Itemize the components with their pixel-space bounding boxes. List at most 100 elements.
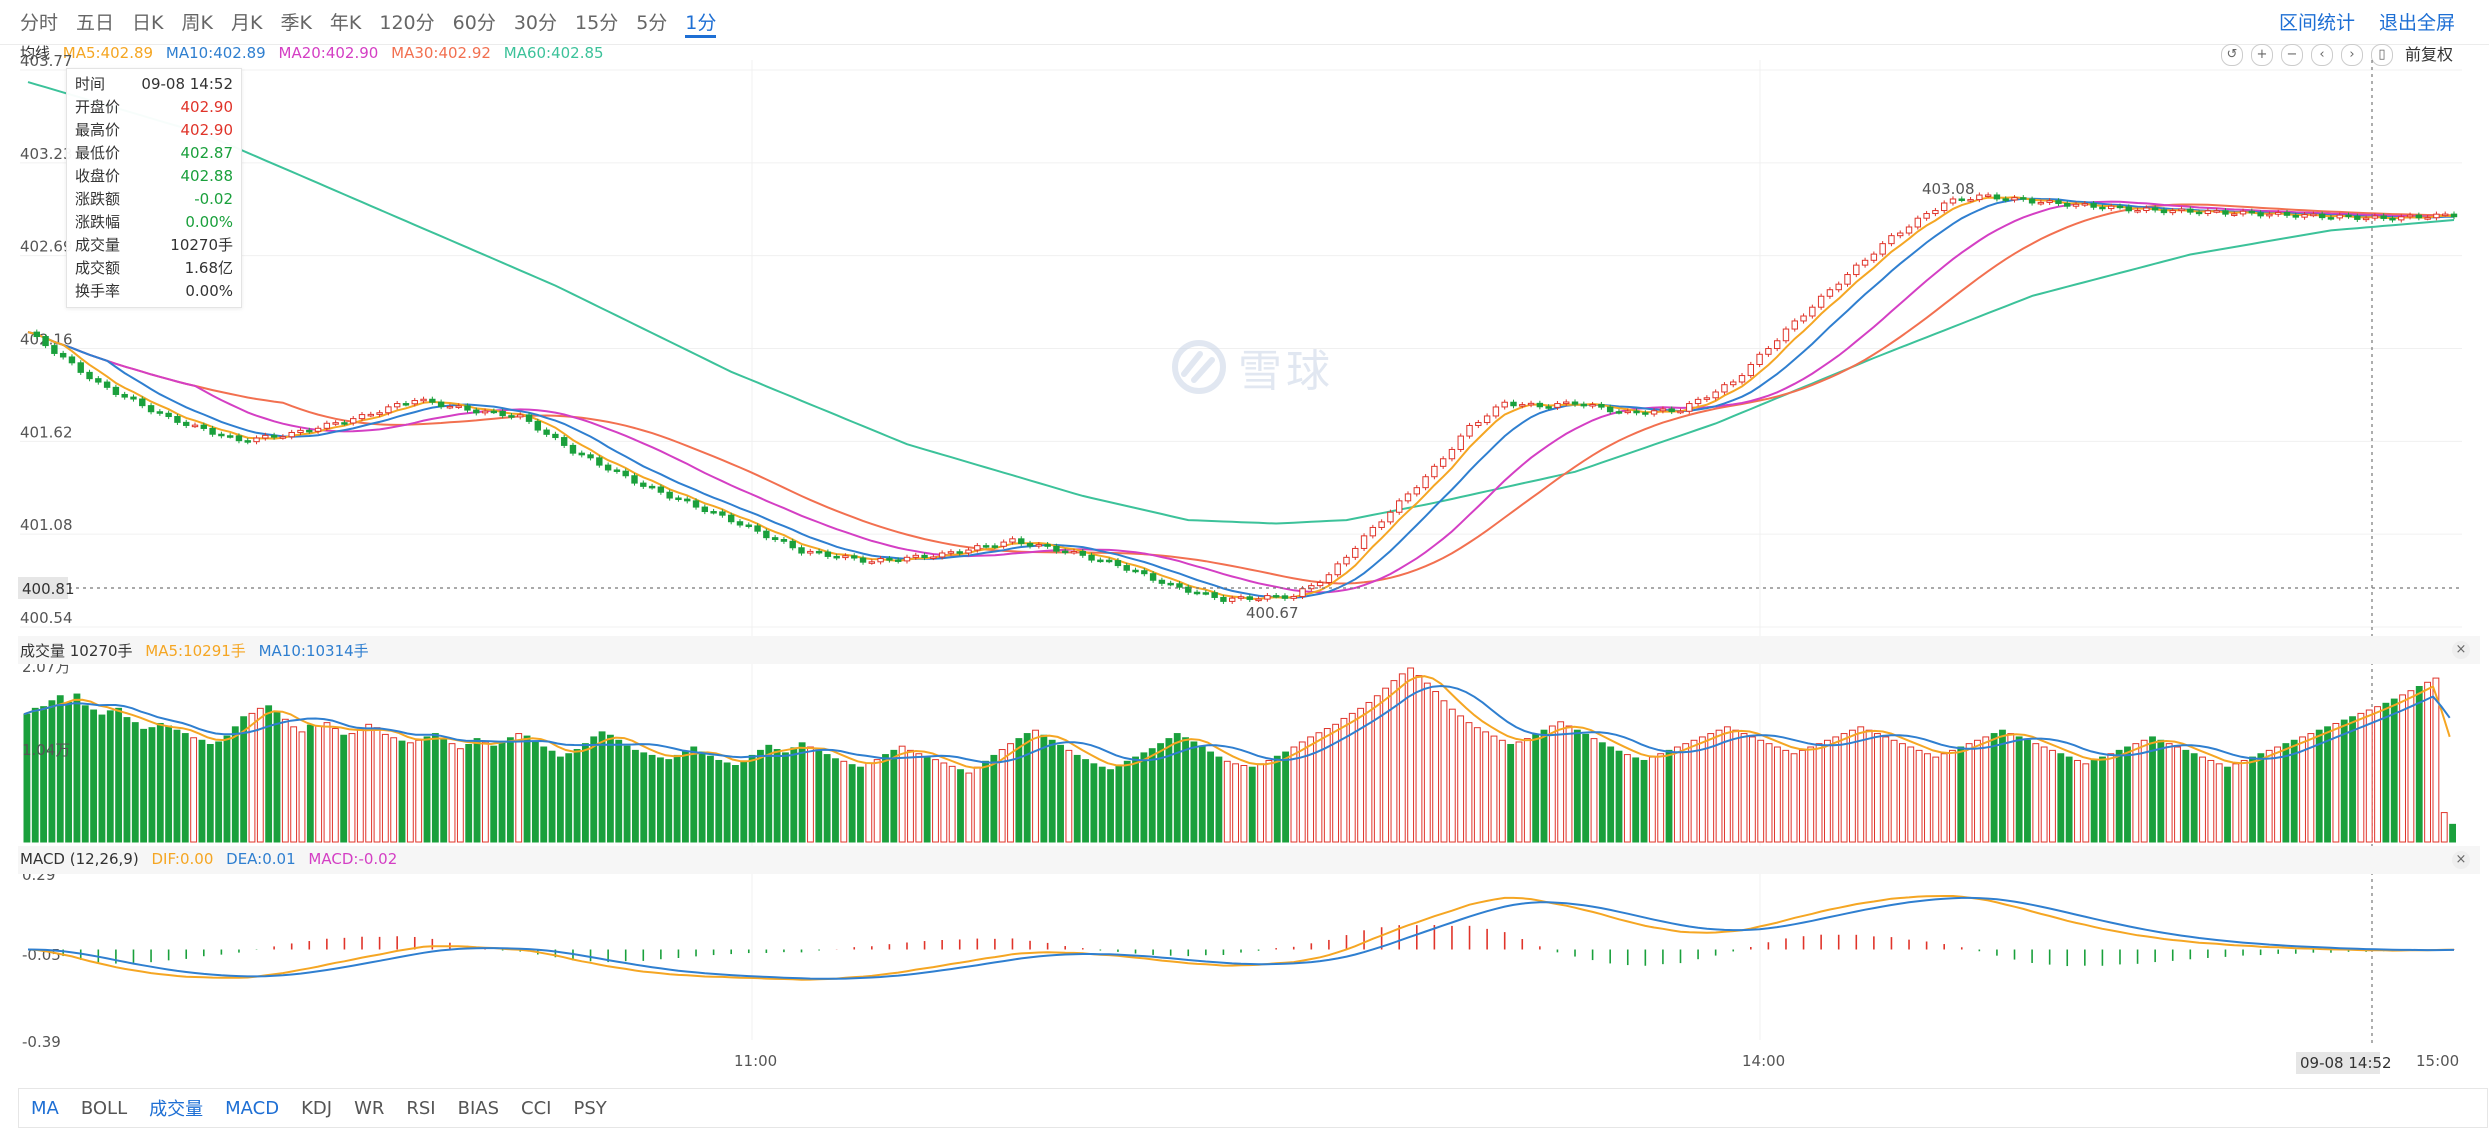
volume-bar-down [890, 749, 898, 843]
zoom-in-icon[interactable]: + [2250, 44, 2273, 66]
volume-bar-up [1440, 700, 1448, 843]
close-volume-panel-icon[interactable]: × [2452, 641, 2470, 659]
indicator-tab[interactable]: BIAS [457, 1097, 500, 1119]
period-tab[interactable]: 5分 [636, 12, 668, 34]
candle-down [77, 362, 84, 373]
candle-up [1360, 535, 1368, 549]
indicator-tab[interactable]: WR [354, 1097, 385, 1119]
candle-down [1079, 550, 1086, 556]
candle-down [306, 429, 313, 433]
candle-down [1536, 402, 1544, 408]
period-tab[interactable]: 60分 [452, 12, 496, 34]
exit-fullscreen-link[interactable]: 退出全屏 [2378, 12, 2455, 34]
volume-bar-down [1632, 757, 1640, 843]
candle-down [2160, 209, 2168, 214]
indicator-tab[interactable]: KDJ [301, 1097, 333, 1119]
candle-down [2187, 208, 2194, 213]
period-tab[interactable]: 15分 [575, 12, 619, 34]
candle-up [288, 431, 295, 438]
period-tab[interactable]: 分时 [20, 12, 59, 34]
volume-bar-down [1148, 748, 1156, 843]
scroll-left-icon[interactable]: ‹ [2310, 44, 2333, 66]
volume-bar-down [957, 769, 964, 843]
period-tab[interactable]: 1分 [685, 8, 717, 38]
indicator-tab[interactable]: MACD [225, 1097, 280, 1119]
volume-bar-down [1999, 729, 2006, 843]
volume-bar-up [2365, 709, 2373, 843]
volume-bar-down [773, 749, 781, 843]
indicator-tab[interactable]: PSY [573, 1097, 607, 1119]
candle-up [314, 427, 322, 432]
candle-up [2107, 205, 2115, 210]
tooltip-key: 开盘价 [75, 98, 121, 116]
volume-bar-up [1773, 746, 1781, 843]
volume-bar-down [65, 701, 73, 843]
period-tab[interactable]: 30分 [513, 12, 558, 34]
volume-bar-down [306, 724, 314, 843]
candle-down [508, 415, 515, 418]
volume-bar-up [1065, 749, 1073, 843]
volume-bar-up [1498, 739, 1506, 843]
candle-down [991, 545, 999, 548]
candle-up [807, 550, 814, 554]
volume-bar-down [131, 722, 139, 843]
volume-bar-down [2349, 716, 2356, 843]
candle-down [1202, 592, 1210, 595]
indicator-tab[interactable]: MA [31, 1097, 59, 1119]
candle-up [1888, 235, 1895, 245]
candle-down [68, 356, 76, 364]
undo-icon[interactable]: ↺ [2220, 44, 2243, 66]
candle-up [1457, 435, 1464, 450]
indicator-tab[interactable]: BOLL [80, 1097, 128, 1119]
period-tab[interactable]: 月K [230, 12, 263, 34]
candle-up [903, 556, 911, 562]
close-macd-panel-icon[interactable]: × [2452, 851, 2470, 869]
volume-bar-down [581, 743, 589, 843]
volume-bar-down [632, 749, 639, 843]
candle-up [1659, 408, 1667, 412]
indicator-tab[interactable]: CCI [521, 1097, 552, 1119]
volume-bar-up [1857, 726, 1865, 843]
candle-up [1325, 574, 1333, 583]
price-adjust-select[interactable]: 前复权 [2404, 45, 2453, 64]
volume-tick-label: 1.04万 [22, 741, 70, 759]
range-stats-link[interactable]: 区间统计 [2278, 12, 2355, 34]
min-price-label: 400.67 [1246, 604, 1299, 622]
tooltip-row: 成交额 1.68亿 [75, 257, 233, 280]
candle-up [297, 429, 304, 433]
tooltip-value: 10270手 [170, 236, 233, 254]
volume-bar-down [265, 705, 273, 843]
volume-bar-down [73, 693, 81, 843]
ma-legend-label: 均线 [20, 44, 51, 62]
candle-down [2151, 207, 2159, 211]
candle-down [429, 398, 436, 403]
indicator-tab[interactable]: RSI [406, 1097, 436, 1119]
volume-bar-up [1865, 729, 1873, 843]
period-tab[interactable]: 日K [132, 12, 164, 34]
indicator-tab[interactable]: 成交量 [149, 1099, 204, 1120]
volume-bar-down [1615, 750, 1623, 843]
candle-down [2020, 197, 2027, 200]
candle-down [51, 345, 58, 354]
period-tab[interactable]: 120分 [379, 12, 435, 34]
period-tab[interactable]: 五日 [76, 12, 115, 34]
scroll-right-icon[interactable]: › [2340, 44, 2363, 66]
max-price-label: 403.08 [1922, 180, 1975, 198]
period-tab[interactable]: 季K [280, 12, 312, 34]
zoom-out-icon[interactable]: − [2280, 44, 2303, 66]
volume-bar-up [2007, 733, 2015, 843]
period-tab[interactable]: 周K [181, 12, 213, 34]
candle-down [2450, 213, 2458, 218]
candle-up [1448, 448, 1456, 460]
candle-up [1308, 585, 1315, 590]
period-tab[interactable]: 年K [329, 12, 362, 34]
candle-up [1844, 274, 1851, 285]
fullscreen-icon[interactable]: ▯ [2370, 44, 2393, 66]
volume-bar-down [2015, 736, 2023, 843]
candle-down [894, 559, 902, 562]
candle-up [1255, 598, 1262, 602]
candle-down [112, 386, 120, 395]
volume-bar-down [832, 758, 839, 843]
tooltip-row: 最低价 402.87 [75, 142, 233, 165]
